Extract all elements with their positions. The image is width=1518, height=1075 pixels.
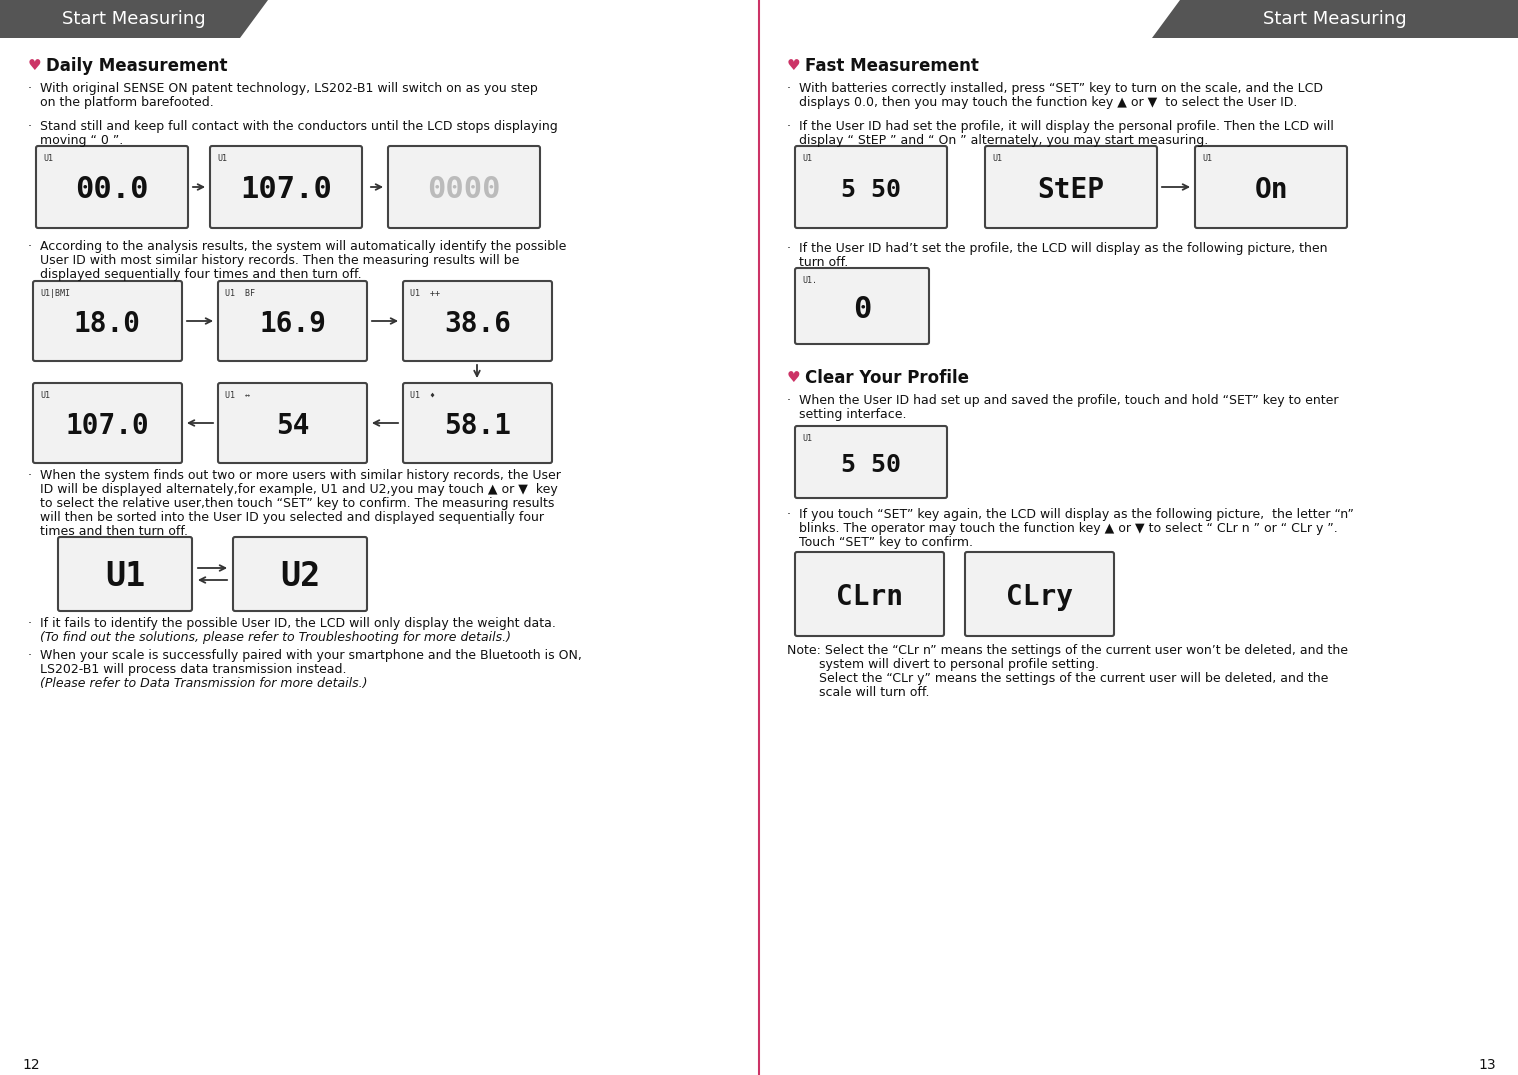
Text: 0000: 0000 — [427, 175, 501, 204]
Text: ·  When your scale is successfully paired with your smartphone and the Bluetooth: · When your scale is successfully paired… — [27, 649, 581, 662]
Text: displays 0.0, then you may touch the function key ▲ or ▼  to select the User ID.: displays 0.0, then you may touch the fun… — [786, 96, 1298, 109]
Text: (Please refer to Data Transmission for more details.): (Please refer to Data Transmission for m… — [27, 677, 367, 690]
Text: On: On — [1254, 176, 1287, 204]
Text: (To find out the solutions, please refer to Troubleshooting for more details.): (To find out the solutions, please refer… — [27, 631, 512, 644]
Text: displayed sequentially four times and then turn off.: displayed sequentially four times and th… — [27, 268, 361, 281]
Text: U2: U2 — [279, 560, 320, 593]
FancyBboxPatch shape — [33, 383, 182, 463]
FancyBboxPatch shape — [985, 146, 1157, 228]
Text: moving “ 0 ”.: moving “ 0 ”. — [27, 134, 123, 147]
Text: blinks. The operator may touch the function key ▲ or ▼ to select “ CLr n ” or “ : blinks. The operator may touch the funct… — [786, 522, 1337, 535]
Text: U1: U1 — [217, 154, 228, 163]
Text: ·  If it fails to identify the possible User ID, the LCD will only display the w: · If it fails to identify the possible U… — [27, 617, 556, 630]
Text: U1.: U1. — [802, 276, 817, 285]
Text: 0: 0 — [853, 295, 871, 324]
Text: setting interface.: setting interface. — [786, 408, 906, 421]
FancyBboxPatch shape — [795, 551, 944, 636]
Text: LS202-B1 will process data transmission instead.: LS202-B1 will process data transmission … — [27, 663, 346, 676]
Text: to select the relative user,then touch “SET” key to confirm. The measuring resul: to select the relative user,then touch “… — [27, 497, 554, 510]
Text: U1: U1 — [991, 154, 1002, 163]
FancyBboxPatch shape — [33, 281, 182, 361]
FancyBboxPatch shape — [219, 281, 367, 361]
Text: 16.9: 16.9 — [260, 310, 326, 338]
Text: Select the “CLr y” means the settings of the current user will be deleted, and t: Select the “CLr y” means the settings of… — [786, 672, 1328, 685]
Text: U1|BMI: U1|BMI — [39, 289, 70, 298]
Text: 18.0: 18.0 — [74, 310, 141, 338]
Text: ·  When the User ID had set up and saved the profile, touch and hold “SET” key t: · When the User ID had set up and saved … — [786, 395, 1339, 407]
Text: StEP: StEP — [1037, 176, 1105, 204]
Text: ·  With batteries correctly installed, press “SET” key to turn on the scale, and: · With batteries correctly installed, pr… — [786, 82, 1324, 95]
FancyBboxPatch shape — [232, 538, 367, 611]
FancyBboxPatch shape — [1195, 146, 1346, 228]
Text: 12: 12 — [21, 1058, 39, 1072]
Text: 107.0: 107.0 — [65, 412, 149, 440]
Text: U1: U1 — [1202, 154, 1211, 163]
Text: U1  ♦: U1 ♦ — [410, 391, 436, 400]
Text: 54: 54 — [276, 412, 310, 440]
Text: 00.0: 00.0 — [76, 175, 149, 204]
FancyBboxPatch shape — [402, 281, 553, 361]
Text: ♥: ♥ — [786, 58, 800, 73]
Text: U1: U1 — [802, 154, 812, 163]
Polygon shape — [1152, 0, 1518, 38]
Text: ·  If the User ID had set the profile, it will display the personal profile. The: · If the User ID had set the profile, it… — [786, 120, 1334, 133]
Text: times and then turn off.: times and then turn off. — [27, 525, 188, 538]
Text: display “ StEP ” and “ On ” alternately, you may start measuring.: display “ StEP ” and “ On ” alternately,… — [786, 134, 1208, 147]
Text: CLry: CLry — [1006, 583, 1073, 611]
Text: ♥: ♥ — [27, 58, 41, 73]
Text: Clear Your Profile: Clear Your Profile — [805, 369, 968, 387]
Text: Touch “SET” key to confirm.: Touch “SET” key to confirm. — [786, 536, 973, 549]
Text: 38.6: 38.6 — [443, 310, 512, 338]
Text: scale will turn off.: scale will turn off. — [786, 686, 929, 699]
Text: U1: U1 — [39, 391, 50, 400]
Text: ·  If the User ID had’t set the profile, the LCD will display as the following p: · If the User ID had’t set the profile, … — [786, 242, 1328, 255]
Text: U1: U1 — [802, 434, 812, 443]
Text: Start Measuring: Start Measuring — [62, 10, 206, 28]
FancyBboxPatch shape — [795, 426, 947, 498]
Text: U1  ++: U1 ++ — [410, 289, 440, 298]
FancyBboxPatch shape — [795, 268, 929, 344]
FancyBboxPatch shape — [795, 146, 947, 228]
Text: ID will be displayed alternately,for example, U1 and U2,you may touch ▲ or ▼  ke: ID will be displayed alternately,for exa… — [27, 483, 557, 496]
Text: Note: Select the “CLr n” means the settings of the current user won’t be deleted: Note: Select the “CLr n” means the setti… — [786, 644, 1348, 657]
Text: U1: U1 — [43, 154, 53, 163]
FancyBboxPatch shape — [209, 146, 361, 228]
Text: Fast Measurement: Fast Measurement — [805, 57, 979, 75]
Text: U1  ↔: U1 ↔ — [225, 391, 250, 400]
Text: on the platform barefooted.: on the platform barefooted. — [27, 96, 214, 109]
Text: will then be sorted into the User ID you selected and displayed sequentially fou: will then be sorted into the User ID you… — [27, 511, 543, 524]
FancyBboxPatch shape — [402, 383, 553, 463]
Text: 58.1: 58.1 — [443, 412, 512, 440]
Text: Daily Measurement: Daily Measurement — [46, 57, 228, 75]
Text: ♥: ♥ — [786, 370, 800, 385]
Text: ·  If you touch “SET” key again, the LCD will display as the following picture, : · If you touch “SET” key again, the LCD … — [786, 508, 1354, 521]
Text: 107.0: 107.0 — [240, 175, 332, 204]
FancyBboxPatch shape — [965, 551, 1114, 636]
Text: ·  When the system finds out two or more users with similar history records, the: · When the system finds out two or more … — [27, 469, 560, 482]
FancyBboxPatch shape — [389, 146, 540, 228]
Text: system will divert to personal profile setting.: system will divert to personal profile s… — [786, 658, 1099, 671]
Text: turn off.: turn off. — [786, 256, 849, 269]
FancyBboxPatch shape — [219, 383, 367, 463]
FancyBboxPatch shape — [36, 146, 188, 228]
Text: ·  With original SENSE ON patent technology, LS202-B1 will switch on as you step: · With original SENSE ON patent technolo… — [27, 82, 537, 95]
Text: 13: 13 — [1479, 1058, 1497, 1072]
Text: 5 50: 5 50 — [841, 453, 902, 477]
Text: ·  According to the analysis results, the system will automatically identify the: · According to the analysis results, the… — [27, 240, 566, 253]
Text: ·  Stand still and keep full contact with the conductors until the LCD stops dis: · Stand still and keep full contact with… — [27, 120, 557, 133]
FancyBboxPatch shape — [58, 538, 191, 611]
Text: U1  BF: U1 BF — [225, 289, 255, 298]
Polygon shape — [0, 0, 269, 38]
Text: 5 50: 5 50 — [841, 178, 902, 202]
Text: Start Measuring: Start Measuring — [1263, 10, 1407, 28]
Text: U1: U1 — [105, 560, 146, 593]
Text: User ID with most similar history records. Then the measuring results will be: User ID with most similar history record… — [27, 254, 519, 267]
Text: CLrn: CLrn — [836, 583, 903, 611]
